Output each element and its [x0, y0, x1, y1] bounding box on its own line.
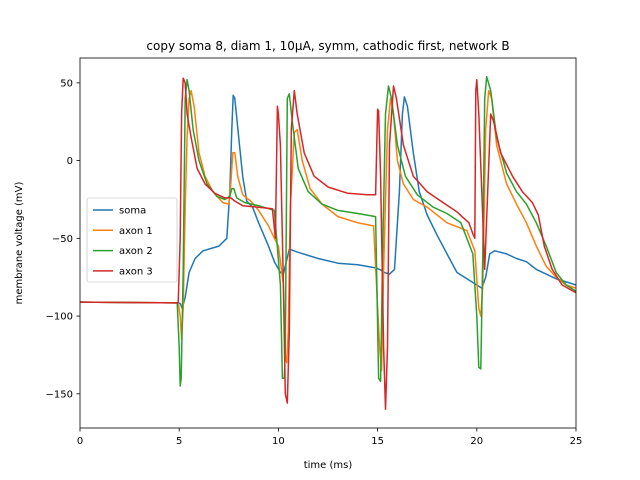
x-tick-label: 0: [77, 436, 83, 447]
legend-label-2: axon 1: [119, 226, 153, 237]
y-tick-label: −50: [52, 234, 73, 245]
x-tick-label: 15: [371, 436, 384, 447]
y-tick-label: 50: [60, 78, 73, 89]
series-line-4: [80, 77, 576, 411]
y-axis: 50 0 −50 −100 −150: [46, 78, 80, 400]
x-tick-label: 20: [470, 436, 483, 447]
legend-label-3: axon 2: [119, 246, 153, 257]
legend-label-4: axon 3: [119, 266, 153, 277]
series-layer: [80, 75, 576, 411]
x-axis: 0 5 10 15 20 25: [77, 428, 583, 447]
plot-area: [79, 57, 577, 429]
legend-box: [86, 197, 178, 283]
legend-label-1: soma: [119, 206, 146, 217]
x-tick-label: 5: [176, 436, 182, 447]
y-axis-label: membrane voltage (mV): [14, 181, 25, 304]
y-tick-label: 0: [67, 156, 73, 167]
x-tick-label: 10: [272, 436, 285, 447]
chart-title: copy soma 8, diam 1, 10μA, symm, cathodi…: [146, 39, 509, 53]
plot-frame: [79, 57, 577, 429]
y-tick-label: −100: [46, 312, 73, 323]
x-tick-label: 25: [570, 436, 583, 447]
x-axis-label: time (ms): [304, 460, 353, 471]
legend: soma axon 1 axon 2 axon 3: [86, 197, 178, 283]
y-tick-label: −150: [46, 389, 73, 400]
series-line-1: [80, 94, 576, 310]
series-line-3: [80, 75, 576, 387]
